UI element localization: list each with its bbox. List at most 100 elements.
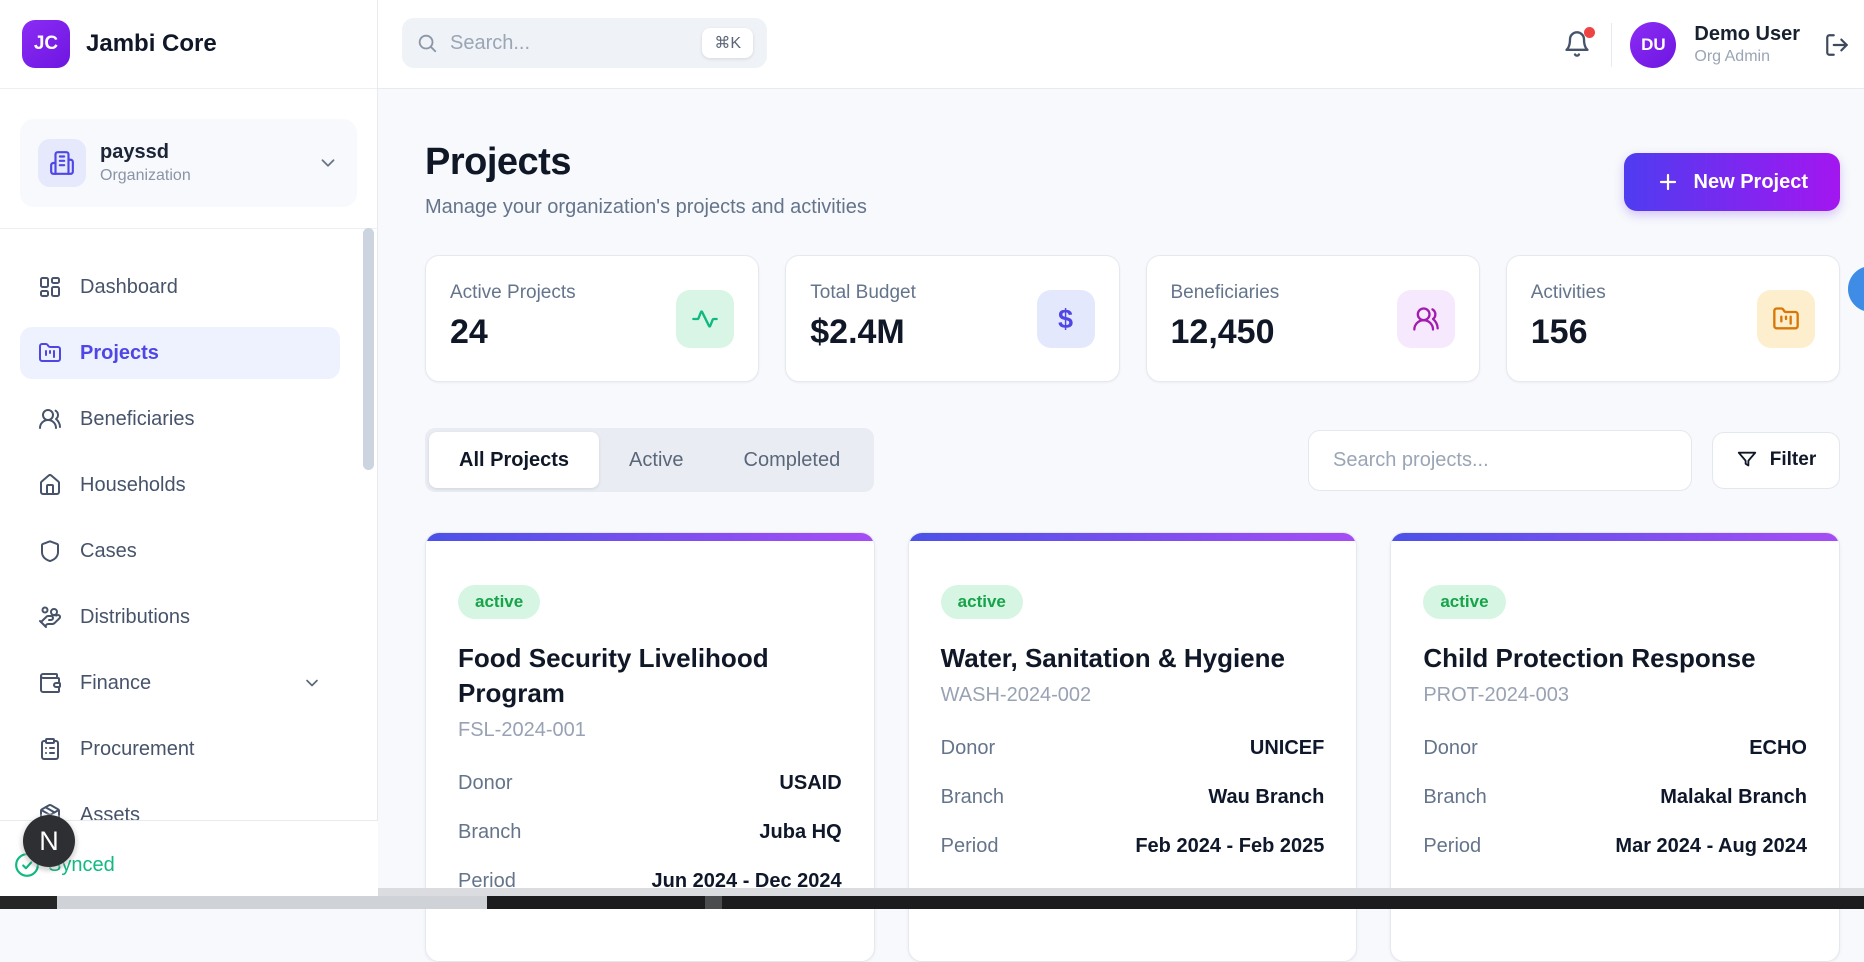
user-name: Demo User — [1694, 23, 1800, 45]
field-donor: Donor UNICEF — [940, 737, 1325, 760]
sidebar-item-distributions[interactable]: Distributions — [20, 591, 340, 643]
stat-card-beneficiaries: Beneficiaries 12,450 — [1145, 255, 1480, 382]
sidebar-item-label: Distributions — [80, 605, 191, 628]
dollar-icon: $ — [1036, 290, 1095, 348]
shield-icon — [38, 539, 62, 563]
notifications-button[interactable] — [1563, 26, 1596, 60]
stat-label: Activities — [1530, 282, 1606, 303]
stat-label: Total Budget — [810, 282, 916, 303]
logout-icon — [1826, 33, 1848, 56]
taskbar-segment — [0, 896, 57, 909]
sidebar-item-assets[interactable]: Assets — [20, 789, 340, 820]
page-header: Projects Manage your organization's proj… — [425, 141, 1840, 219]
avatar-initials: DU — [1641, 34, 1666, 54]
wallet-icon — [38, 671, 62, 695]
projects-tabs: All Projects Active Completed — [425, 428, 875, 492]
sidebar: JC Jambi Core payssd Organization Dashbo… — [0, 0, 378, 909]
card-accent-bar — [908, 533, 1357, 541]
dashboard-icon — [38, 275, 62, 299]
stat-value: 12,450 — [1170, 313, 1275, 351]
sidebar-item-households[interactable]: Households — [20, 459, 340, 511]
stat-card-total-budget: Total Budget $2.4M $ — [785, 255, 1120, 382]
tab-all-projects[interactable]: All Projects — [429, 432, 600, 488]
org-type: Organization — [100, 167, 191, 184]
field-branch: Branch Juba HQ — [458, 821, 842, 844]
floating-scroll-button[interactable] — [1848, 266, 1864, 312]
field-donor: Donor USAID — [458, 772, 842, 795]
tab-completed[interactable]: Completed — [743, 448, 841, 471]
filter-label: Filter — [1769, 449, 1817, 470]
sidebar-item-label: Finance — [80, 671, 152, 694]
home-icon — [38, 473, 62, 497]
brand-logo: JC — [22, 20, 70, 68]
projects-search-input[interactable] — [1308, 429, 1692, 491]
field-period: Period Jun 2024 - Dec 2024 — [458, 870, 842, 893]
sidebar-scrollbar[interactable] — [363, 228, 374, 470]
main-content: Projects Manage your organization's proj… — [378, 89, 1864, 962]
chevron-down-icon — [302, 673, 322, 693]
filter-button[interactable]: Filter — [1712, 431, 1840, 489]
sidebar-item-label: Cases — [80, 539, 137, 562]
sidebar-item-procurement[interactable]: Procurement — [20, 723, 340, 775]
stats-row: Active Projects 24 Total Budget $2.4M $ … — [425, 255, 1840, 382]
global-search[interactable]: ⌘K — [402, 18, 767, 68]
project-code: WASH-2024-002 — [940, 684, 1092, 707]
org-selector[interactable]: payssd Organization — [20, 119, 357, 207]
sidebar-item-beneficiaries[interactable]: Beneficiaries — [20, 393, 340, 445]
tab-active[interactable]: Active — [629, 448, 684, 471]
project-title: Food Security Livelihood Program — [458, 643, 769, 709]
clipboard-list-icon — [38, 737, 62, 761]
page-subtitle: Manage your organization's projects and … — [425, 196, 867, 218]
status-badge: active — [940, 585, 1023, 619]
sidebar-nav: Dashboard Projects Beneficiaries Househo… — [0, 228, 378, 820]
sidebar-item-projects[interactable]: Projects — [20, 327, 340, 379]
dev-overlay-letter: N — [39, 825, 59, 856]
project-code: PROT-2024-003 — [1423, 684, 1569, 707]
stat-value: 156 — [1530, 313, 1588, 351]
card-accent-bar — [426, 533, 874, 541]
plus-icon — [1659, 173, 1676, 191]
stat-value: 24 — [450, 313, 488, 351]
sidebar-item-dashboard[interactable]: Dashboard — [20, 261, 340, 313]
page-title: Projects — [425, 141, 571, 183]
global-search-input[interactable] — [450, 31, 691, 55]
funnel-icon — [1737, 451, 1756, 467]
field-period: Period Mar 2024 - Aug 2024 — [1423, 835, 1807, 858]
stat-card-activities: Activities 156 — [1505, 255, 1840, 382]
hand-coins-icon — [38, 605, 62, 629]
sidebar-item-label: Dashboard — [80, 275, 178, 298]
stat-label: Beneficiaries — [1170, 282, 1280, 303]
topbar: ⌘K DU Demo User Org Admin — [378, 0, 1864, 89]
search-icon — [416, 32, 438, 54]
brand-initials: JC — [33, 33, 59, 54]
user-info: Demo User Org Admin — [1694, 23, 1800, 66]
os-taskbar-sliver — [0, 896, 1864, 909]
taskbar-segment — [487, 896, 1864, 909]
stat-value: $2.4M — [810, 313, 905, 351]
status-badge: active — [1423, 585, 1506, 619]
field-branch: Branch Wau Branch — [940, 786, 1325, 809]
new-project-button[interactable]: New Project — [1623, 153, 1840, 211]
building-icon — [38, 139, 86, 187]
notification-dot — [1584, 26, 1596, 38]
users-icon — [38, 407, 62, 431]
sidebar-item-finance[interactable]: Finance — [20, 657, 340, 709]
sidebar-item-cases[interactable]: Cases — [20, 525, 340, 577]
activity-icon — [676, 290, 735, 348]
bell-icon — [1565, 30, 1590, 57]
avatar[interactable]: DU — [1630, 21, 1677, 68]
folder-kanban-icon — [38, 341, 62, 365]
status-badge: active — [458, 585, 541, 619]
sidebar-item-label: Projects — [80, 341, 159, 364]
dev-overlay-badge[interactable]: N — [23, 815, 75, 867]
brand-header: JC Jambi Core — [0, 0, 377, 89]
topbar-divider — [1611, 22, 1613, 67]
field-branch: Branch Malakal Branch — [1423, 786, 1807, 809]
logout-button[interactable] — [1824, 32, 1850, 58]
field-donor: Donor ECHO — [1423, 737, 1807, 760]
org-name: payssd — [100, 141, 169, 163]
projects-toolbar: All Projects Active Completed Filter — [425, 428, 1840, 492]
users-icon — [1396, 290, 1455, 348]
chevron-down-icon — [317, 152, 339, 174]
new-project-label: New Project — [1693, 170, 1808, 193]
